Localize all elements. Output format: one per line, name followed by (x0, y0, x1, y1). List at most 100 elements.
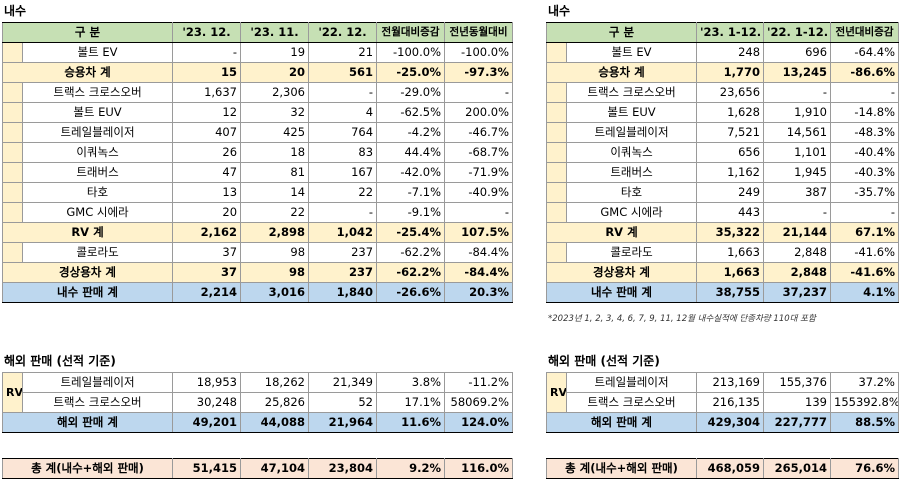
value-cell: -71.9% (444, 162, 514, 183)
model-name: 트랙스 크로스오버 (21, 82, 174, 103)
column-header: '23. 12. (172, 22, 242, 43)
value-cell: 656 (696, 142, 765, 163)
value-cell: 1,637 (172, 82, 242, 103)
value-cell: 49,201 (172, 412, 241, 433)
value-cell: 35,322 (696, 222, 765, 243)
value-cell: 17.1% (376, 392, 445, 413)
value-cell: -100.0% (376, 42, 446, 63)
value-cell: 20 (240, 62, 310, 83)
value-cell: - (172, 42, 242, 63)
value-cell: - (830, 82, 900, 103)
value-cell: 67.1% (830, 222, 900, 243)
value-cell: 1,663 (696, 242, 765, 263)
table-row: 트랙스 크로스오버 1,637 2,306- -29.0% - (2, 82, 514, 103)
value-cell: 1,101 (763, 142, 832, 163)
table-row: 타호 249 387 -35.7% (546, 182, 900, 203)
group-indent (2, 42, 23, 63)
subtotal-row: RV 계 2,162 2,898 1,042 -25.4% 107.5% (1, 222, 514, 243)
value-cell: -7.1% (376, 182, 446, 203)
value-cell: -62.5% (376, 102, 446, 123)
value-cell: - (830, 202, 900, 223)
group-indent (2, 142, 23, 163)
value-cell: 23,656 (696, 82, 765, 103)
model-name: 트레일블레이저 (565, 122, 698, 143)
value-cell: 37.2% (830, 372, 899, 393)
group-indent (546, 142, 567, 163)
table-row: 타호 13 14 22 -7.1% -40.9% (2, 182, 514, 203)
row-label: 해외 판매 계 (546, 412, 697, 433)
subtotal-row: 승용차 계 15 20 561 -25.0% -97.3% (1, 62, 514, 83)
table-row: GMC 시에라 20 22- -9.1% - (2, 202, 514, 223)
value-cell: 37,237 (763, 282, 832, 303)
value-cell: -25.4% (376, 222, 446, 243)
value-cell: 387 (763, 182, 832, 203)
value-cell: 1,663 (696, 262, 765, 283)
value-cell: 18,953 (172, 372, 241, 393)
value-cell: 13,245 (763, 62, 832, 83)
grand-total-annual-table: 총 계(내수+해외 판매) 468,059 265,014 76.6% (546, 458, 899, 479)
row-label: 경상용차 계 (1, 262, 174, 283)
value-cell: 2,848 (763, 262, 832, 283)
value-cell: 44.4% (376, 142, 446, 163)
value-cell: 443 (696, 202, 765, 223)
table-row: 트래버스 47 81 167 -42.0% -71.9% (2, 162, 514, 183)
row-label: 경상용차 계 (545, 262, 698, 283)
value-cell: - (763, 202, 832, 223)
value-cell: 1,840 (308, 282, 378, 303)
value-cell: 98 (240, 242, 310, 263)
group-indent (2, 102, 23, 123)
value-cell: -9.1% (376, 202, 446, 223)
table-row: GMC 시에라 443- - (546, 202, 900, 223)
export-annual-title: 해외 판매 (선적 기준) (548, 354, 660, 368)
subtotal-row: 경상용차 계 37 98 237 -62.2% -84.4% (1, 262, 514, 283)
value-cell: 21 (308, 42, 378, 63)
row-label: 승용차 계 (545, 62, 698, 83)
value-cell: -64.4% (830, 42, 900, 63)
column-header: '23. 11. (240, 22, 310, 43)
value-cell: 1,042 (308, 222, 378, 243)
model-name: 트래버스 (565, 162, 698, 183)
table-row: 볼트 EUV 12 32 4 -62.5% 200.0% (2, 102, 514, 123)
model-name: 트레일블레이저 (21, 122, 174, 143)
value-cell: 124.0% (444, 412, 513, 433)
table-row: 트래버스 1,162 1,945 -40.3% (546, 162, 900, 183)
value-cell: 116.0% (444, 458, 513, 479)
value-cell: -100.0% (444, 42, 514, 63)
value-cell: 696 (763, 42, 832, 63)
value-cell: -40.9% (444, 182, 514, 203)
value-cell: 764 (308, 122, 378, 143)
value-cell: 23,804 (308, 458, 377, 479)
total-row: 해외 판매 계 49,201 44,088 21,964 11.6% 124.0% (2, 412, 513, 433)
value-cell: 3.8% (376, 372, 445, 393)
subtotal-row: RV 계 35,322 21,144 67.1% (545, 222, 900, 243)
model-name: 트레일블레이저 (566, 372, 697, 393)
value-cell: -40.4% (830, 142, 900, 163)
header-row: 구 분 '23. 12. '23. 11. '22. 12. 전월대비증감 전년동월대비 (1, 22, 514, 43)
value-cell: 2,306 (240, 82, 310, 103)
value-cell: 139 (763, 392, 831, 413)
value-cell: -35.7% (830, 182, 900, 203)
domestic-annual-title: 내수 (548, 4, 571, 18)
value-cell: 22 (240, 202, 310, 223)
value-cell: 88.5% (830, 412, 899, 433)
row-label: RV 계 (1, 222, 174, 243)
table-row: 트랙스 크로스오버 30,248 25,826 52 17.1% 58069.2% (3, 392, 513, 413)
value-cell: 4.1% (830, 282, 900, 303)
value-cell: 51,415 (172, 458, 241, 479)
value-cell: 76.6% (830, 458, 899, 479)
value-cell: -84.4% (444, 242, 514, 263)
value-cell: 37 (172, 262, 242, 283)
column-header: 전년동월대비 (444, 22, 514, 43)
model-name: 트레일블레이저 (22, 372, 173, 393)
value-cell: 12 (172, 102, 242, 123)
value-cell: 1,770 (696, 62, 765, 83)
group-indent (546, 102, 567, 123)
subtotal-row: 승용차 계 1,770 13,245 -86.6% (545, 62, 900, 83)
value-cell: -41.6% (830, 262, 900, 283)
table-row: 볼트 EV 248 696 -64.4% (546, 42, 900, 63)
table-row: RV 트레일블레이저 213,169 155,376 37.2% (546, 372, 899, 413)
value-cell: -25.0% (376, 62, 446, 83)
group-indent (546, 42, 567, 63)
row-label: 내수 판매 계 (545, 282, 698, 303)
value-cell: - (308, 202, 378, 223)
